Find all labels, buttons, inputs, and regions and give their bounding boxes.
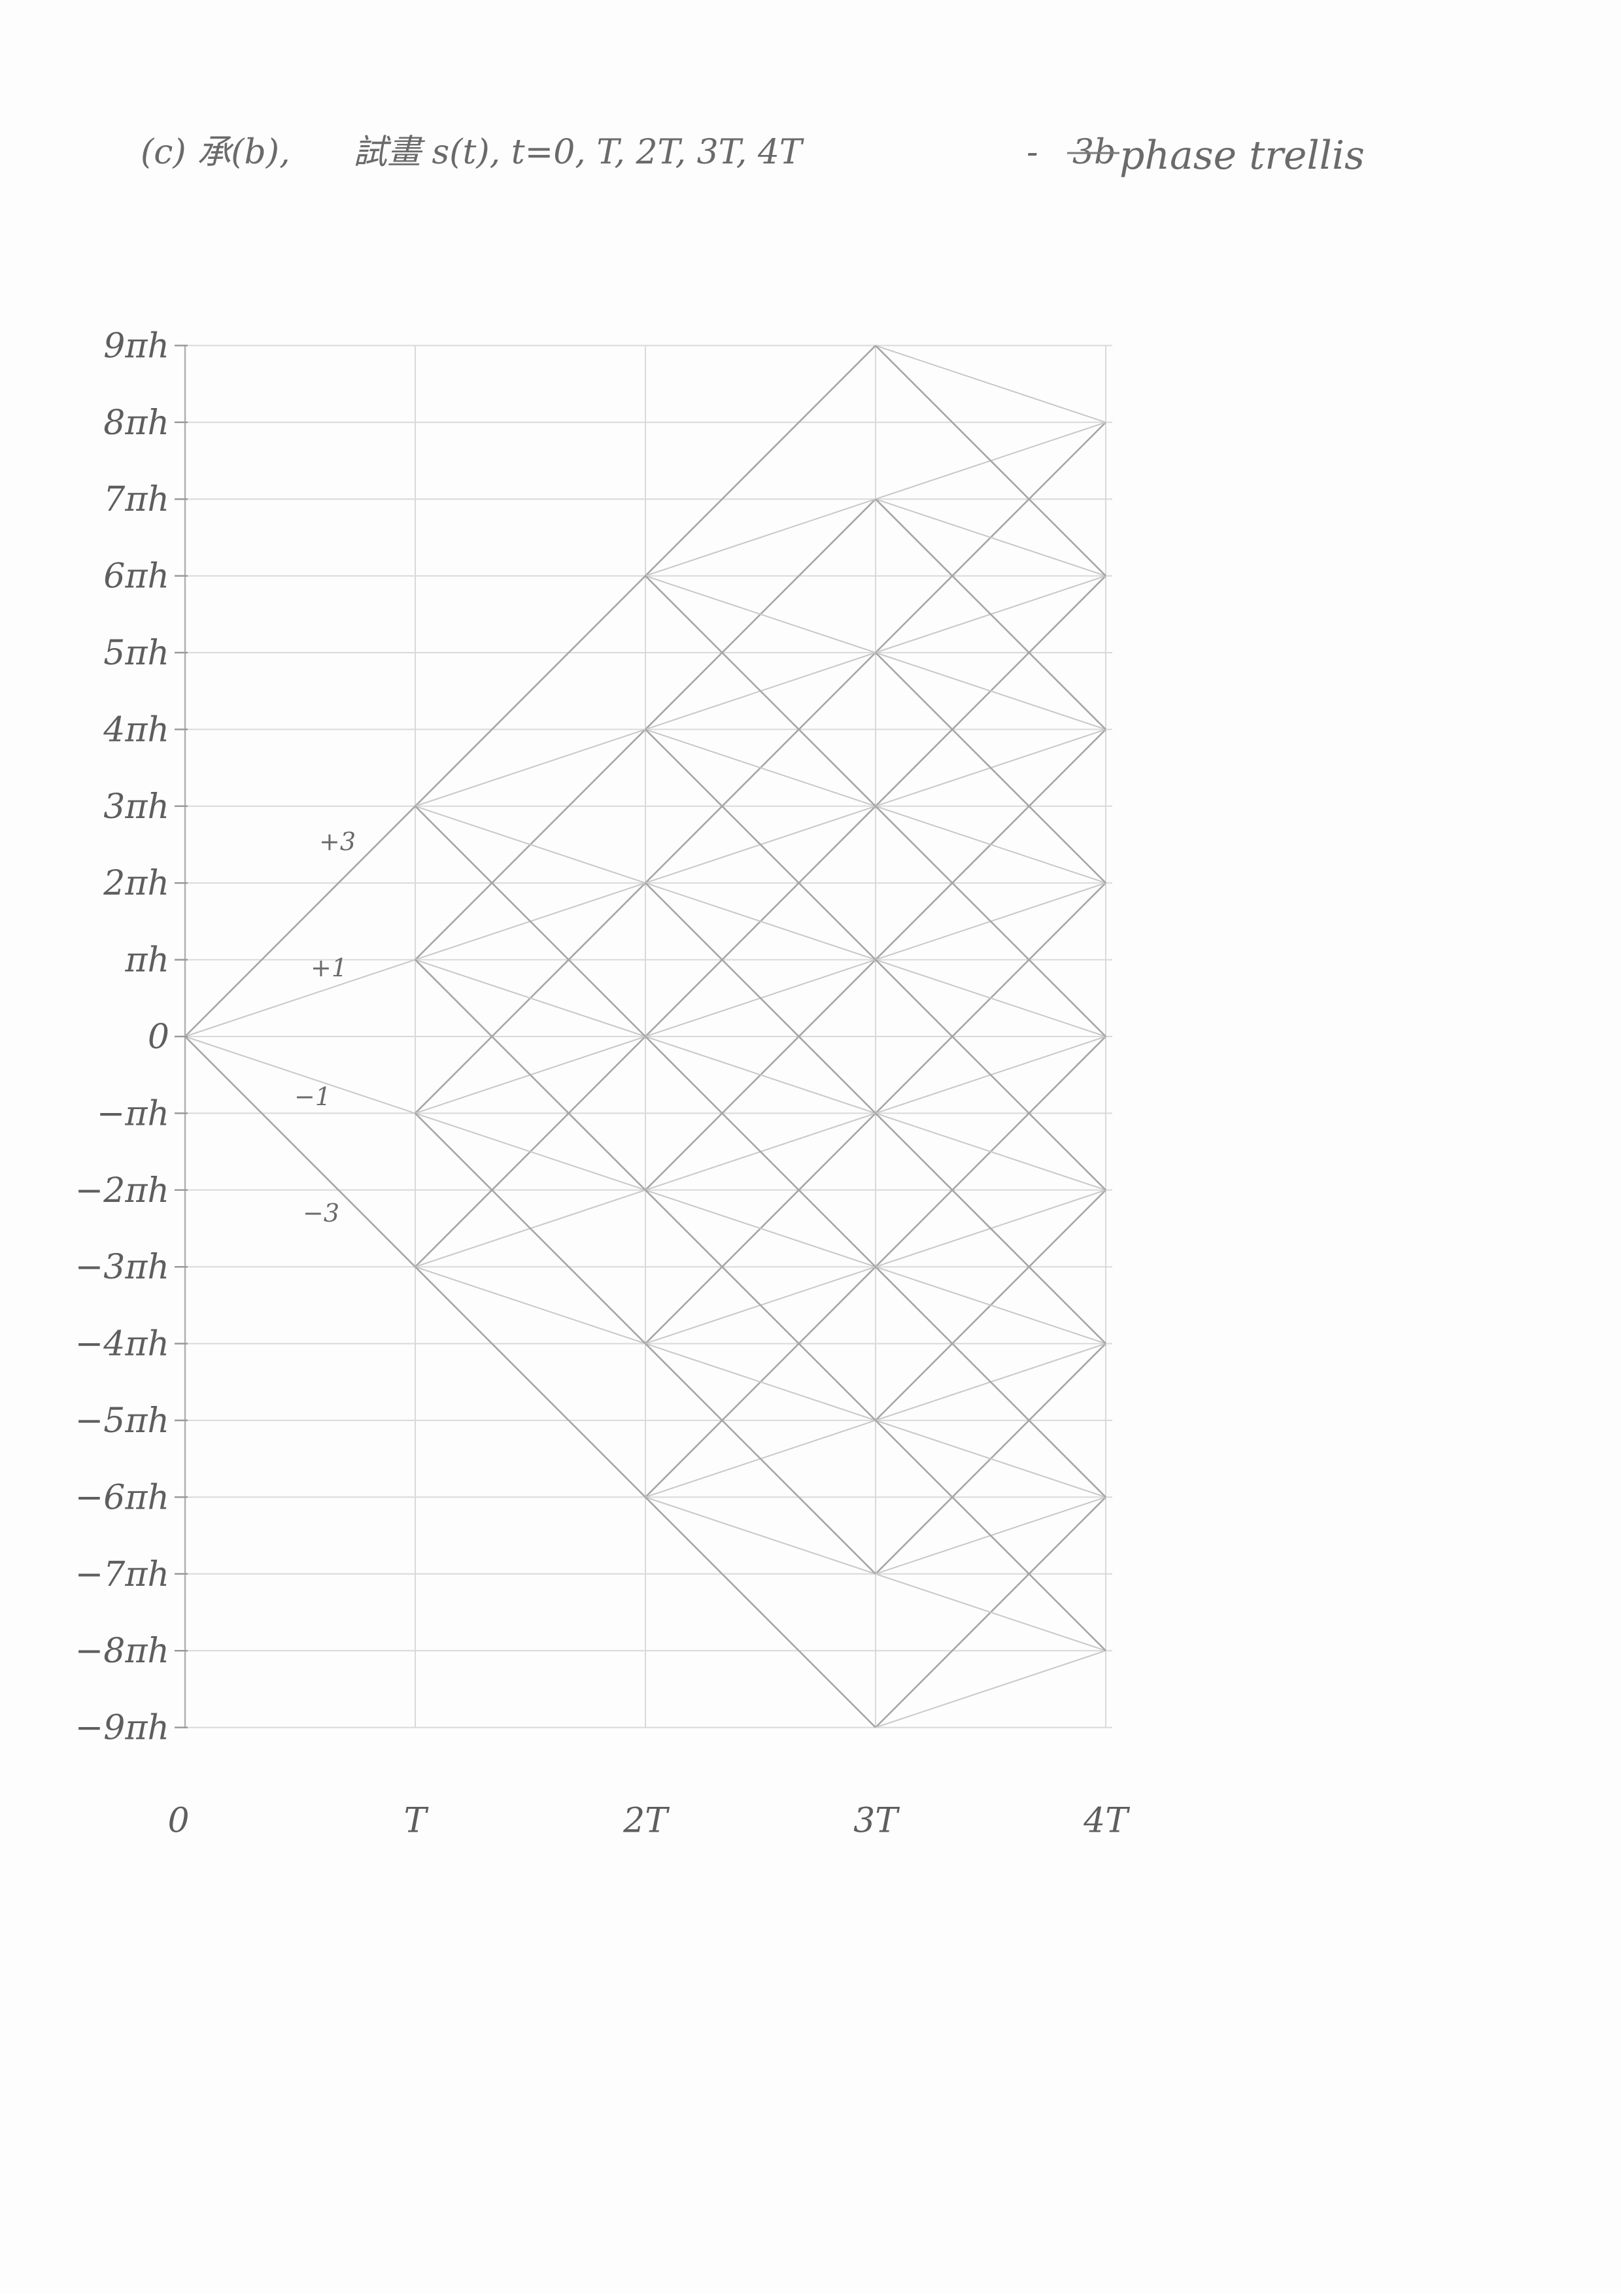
y-tick-label-neg1: −πh xyxy=(97,1094,169,1133)
trellis-branch xyxy=(875,1266,1106,1345)
trellis-branch xyxy=(875,1420,1106,1498)
trellis-branch xyxy=(875,652,1106,884)
trellis-branch xyxy=(645,1343,876,1575)
trellis-branch xyxy=(645,1343,876,1421)
trellis-branch xyxy=(415,1112,646,1345)
trellis-branch xyxy=(875,1112,1106,1191)
y-tick-label-9: 9πh xyxy=(103,326,169,366)
trellis-branch xyxy=(184,1036,416,1114)
trellis-branch xyxy=(415,575,646,807)
axis-ticks xyxy=(175,345,188,1728)
y-tick-label-0: 0 xyxy=(148,1018,169,1057)
trellis-branch xyxy=(645,345,876,577)
y-tick-label-neg4: −4πh xyxy=(75,1325,169,1364)
trellis-branches xyxy=(184,345,1106,1728)
y-tick-label-neg6: −6πh xyxy=(75,1478,169,1517)
trellis-branch xyxy=(184,959,416,1037)
trellis-branch xyxy=(645,498,876,577)
trellis-branch xyxy=(645,1496,876,1575)
branch-label-minus3: −3 xyxy=(303,1199,339,1227)
trellis-branch xyxy=(645,575,876,653)
trellis-branch xyxy=(645,1036,876,1114)
branch-label-plus3: +3 xyxy=(319,827,356,856)
trellis-branch xyxy=(875,498,1106,730)
y-tick-label-5: 5πh xyxy=(103,634,169,673)
y-tick-label-3: 3πh xyxy=(103,787,169,827)
y-tick-label-6: 6πh xyxy=(103,557,169,596)
y-tick-label-neg9: −9πh xyxy=(75,1709,169,1748)
trellis-branch xyxy=(875,1420,1106,1652)
trellis-branch xyxy=(875,959,1106,1037)
trellis-branch xyxy=(875,1266,1106,1498)
y-tick-label-8: 8πh xyxy=(103,403,169,443)
y-tick-label-neg8: −8πh xyxy=(75,1632,169,1671)
trellis-branch xyxy=(645,1189,876,1268)
trellis-branch xyxy=(415,728,646,807)
x-tick-label-3T: 3T xyxy=(853,1802,900,1841)
x-tick-label-0: 0 xyxy=(167,1802,189,1841)
title-dash: - xyxy=(1027,133,1038,172)
trellis-branch xyxy=(875,805,1106,1037)
trellis-branch xyxy=(415,1266,646,1345)
title: (c) 承(b), 試畫 s(t), t=0, T, 2T, 3T, 4T - … xyxy=(141,133,1365,179)
x-tick-label-4T: 4T xyxy=(1083,1802,1130,1841)
x-tick-label-T: T xyxy=(404,1802,429,1841)
trellis-branch xyxy=(875,1573,1106,1652)
trellis-branch xyxy=(645,882,876,1114)
y-tick-label-2: 2πh xyxy=(103,864,169,903)
y-tick-label-4: 4πh xyxy=(103,710,169,749)
trellis-branch xyxy=(645,728,876,807)
trellis-branch xyxy=(875,1650,1106,1728)
trellis-branch xyxy=(645,1496,876,1728)
y-tick-label-1: πh xyxy=(124,941,169,980)
trellis-branch xyxy=(875,805,1106,884)
trellis-branch xyxy=(645,882,876,961)
x-axis-labels: 0 T 2T 3T 4T xyxy=(167,1802,1130,1841)
trellis-branch xyxy=(875,1112,1106,1345)
y-axis-labels: 9πh 8πh 7πh 6πh 5πh 4πh 3πh 2πh πh 0 −πh… xyxy=(75,326,169,1747)
trellis-branch xyxy=(645,1036,876,1268)
trellis-branch xyxy=(415,805,646,1037)
trellis-branch xyxy=(415,959,646,1037)
trellis-branch xyxy=(184,805,416,1037)
trellis-branch xyxy=(875,959,1106,1191)
y-tick-label-neg2: −2πh xyxy=(75,1171,169,1210)
title-middle: 試畫 s(t), t=0, T, 2T, 3T, 4T xyxy=(353,133,804,172)
trellis-branch xyxy=(645,728,876,961)
title-prefix: (c) 承(b), xyxy=(141,133,290,172)
trellis-branch xyxy=(875,345,1106,423)
trellis-branch xyxy=(184,1036,416,1268)
trellis-branch xyxy=(875,652,1106,730)
x-tick-label-2T: 2T xyxy=(623,1802,670,1841)
trellis-branch xyxy=(645,575,876,807)
trellis-branch xyxy=(415,1112,646,1191)
y-tick-label-neg7: −7πh xyxy=(75,1555,169,1594)
y-tick-label-7: 7πh xyxy=(103,480,169,519)
branch-label-minus1: −1 xyxy=(294,1082,331,1111)
trellis-branch xyxy=(415,959,646,1191)
trellis-branch xyxy=(875,345,1106,577)
horizontal-gridlines xyxy=(185,345,1112,1728)
trellis-branch xyxy=(415,1266,646,1498)
trellis-branch xyxy=(415,805,646,884)
branch-value-labels: +3 +1 −1 −3 xyxy=(294,827,356,1227)
y-tick-label-neg3: −3πh xyxy=(75,1248,169,1287)
y-tick-label-neg5: −5πh xyxy=(75,1401,169,1441)
trellis-branch xyxy=(645,1189,876,1421)
trellis-branch xyxy=(875,498,1106,577)
branch-label-plus1: +1 xyxy=(311,953,347,982)
title-suffix: phase trellis xyxy=(1119,133,1365,179)
